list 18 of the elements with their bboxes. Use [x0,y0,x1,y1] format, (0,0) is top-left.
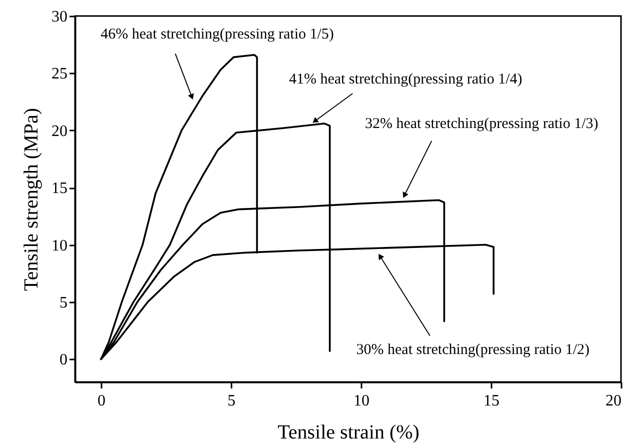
x-tick-label: 20 [606,392,622,410]
x-axis-title: Tensile strain (%) [278,422,420,444]
y-tick-label: 20 [52,122,68,140]
annotation: 30% heat stretching(pressing ratio 1/2) [356,342,590,358]
y-tick-label: 15 [52,180,68,198]
annotation: 41% heat stretching(pressing ratio 1/4) [288,72,522,88]
y-axis-title: Tensile strength (MPa) [20,108,42,292]
annotation: 32% heat stretching(pressing ratio 1/3) [364,116,598,132]
x-tick-label: 15 [484,392,500,410]
annotation: 46% heat stretching(pressing ratio 1/5) [100,26,334,43]
x-tick-label: 0 [98,392,106,410]
y-tick-label: 25 [52,66,68,83]
y-tick-label: 10 [52,237,68,254]
y-tick-label: 0 [60,352,68,369]
x-tick-label: 10 [354,392,370,410]
y-tick-label: 30 [52,8,68,26]
x-tick-label: 5 [228,392,236,410]
y-tick-label: 5 [60,294,68,312]
